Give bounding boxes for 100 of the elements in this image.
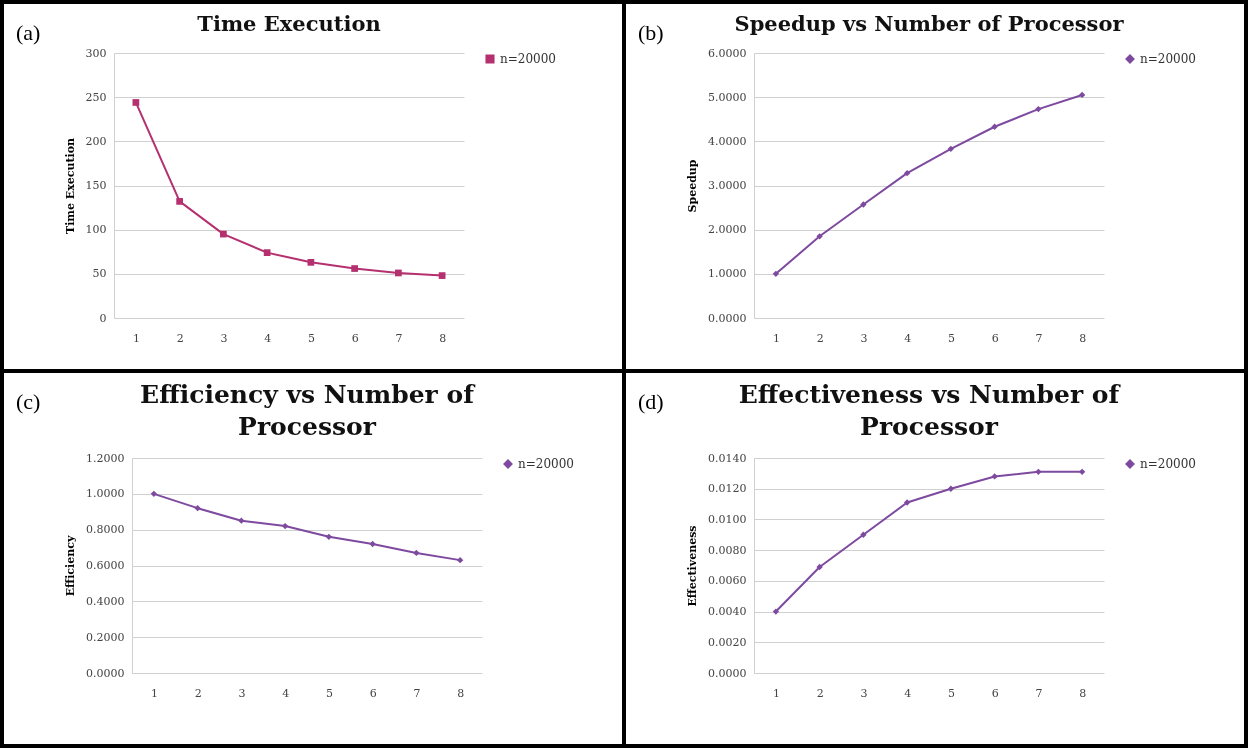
legend-label: n=20000 (500, 52, 556, 66)
y-tick-label: 0.6000 (86, 559, 125, 572)
x-tick-label: 4 (904, 331, 912, 345)
y-tick-label: 0.0100 (708, 512, 747, 526)
y-tick-label: 0.0040 (708, 605, 747, 619)
y-tick-label: 1.2000 (86, 451, 125, 465)
point (132, 99, 140, 106)
y-tick-label: 3.0000 (708, 179, 747, 192)
x-tick-label: 3 (220, 331, 228, 345)
x-tick-label: 5 (325, 686, 333, 700)
y-axis-title: Efficiency (64, 535, 78, 597)
x-tick-label: 2 (194, 686, 202, 700)
point (456, 556, 464, 564)
point (772, 608, 780, 615)
point (1035, 105, 1042, 113)
x-tick-label: 1 (772, 331, 780, 345)
x-tick-label: 5 (947, 331, 955, 345)
legend-label: n=20000 (1140, 52, 1196, 66)
y-tick-label: 0.0020 (708, 635, 747, 649)
text: (b) (638, 20, 664, 46)
point (860, 201, 867, 208)
point (413, 549, 420, 557)
x-tick-label: 5 (307, 331, 315, 345)
y-tick-label: 0.0000 (708, 311, 747, 325)
point (816, 233, 823, 240)
chart-title: Speedup vs Number of Processor (734, 11, 1125, 36)
y-tick-label: 250 (85, 90, 107, 104)
y-tick-label: 1.0000 (86, 487, 125, 501)
y-tick-label: 0.8000 (86, 523, 125, 537)
point (150, 490, 158, 497)
x-tick-label: 8 (1079, 331, 1087, 345)
y-axis-title: Effectiveness (686, 525, 700, 607)
x-tick-label: 6 (991, 331, 999, 345)
y-axis-title: Speedup (686, 159, 700, 213)
x-tick-label: 4 (282, 686, 290, 700)
point (1078, 91, 1086, 99)
y-tick-label: 200 (85, 134, 107, 148)
y-axis-title: Time Execution (63, 137, 77, 235)
x-tick-label: 5 (947, 686, 955, 700)
point (220, 230, 227, 238)
x-tick-label: 6 (991, 686, 999, 700)
x-tick-label: 3 (860, 686, 868, 700)
x-tick-label: 3 (860, 331, 868, 345)
point (1035, 468, 1042, 475)
y-tick-label: 6.0000 (708, 46, 747, 60)
point (772, 270, 780, 277)
y-tick-label: 0.2000 (86, 630, 125, 644)
x-tick-label: 1 (772, 686, 780, 700)
point (395, 269, 402, 277)
legend-label: n=20000 (1140, 457, 1196, 471)
y-tick-label: 150 (85, 179, 107, 192)
point (860, 531, 867, 538)
point (263, 249, 271, 256)
point (991, 123, 998, 130)
y-tick-label: 5.0000 (708, 90, 747, 104)
x-tick-label: 2 (816, 331, 824, 345)
point (438, 272, 446, 279)
point (281, 522, 289, 530)
y-tick-label: 300 (85, 46, 107, 60)
y-tick-label: 0.0000 (86, 666, 125, 680)
y-tick-label: 2.0000 (708, 223, 747, 237)
point (1078, 468, 1086, 475)
y-tick-label: 0.0060 (708, 574, 747, 588)
x-tick-label: 6 (351, 331, 359, 345)
legend-label: n=20000 (518, 457, 574, 471)
y-tick-label: 0 (99, 311, 107, 325)
x-tick-label: 7 (1035, 686, 1043, 700)
x-tick-label: 1 (150, 686, 158, 700)
y-tick-label: 4.0000 (708, 134, 747, 148)
x-tick-label: 7 (1035, 331, 1043, 345)
point (991, 473, 998, 480)
point (307, 259, 315, 266)
x-tick-label: 8 (439, 331, 447, 345)
point (325, 533, 333, 540)
y-tick-label: 0.0120 (708, 482, 747, 496)
x-tick-label: 8 (457, 686, 465, 700)
x-tick-label: 8 (1079, 686, 1087, 700)
x-tick-label: 4 (904, 686, 912, 700)
y-tick-label: 100 (85, 223, 107, 237)
text: (c) (16, 389, 41, 415)
point (351, 265, 358, 272)
point (903, 499, 911, 506)
point (947, 145, 955, 152)
point (176, 198, 183, 205)
point (238, 517, 245, 524)
y-tick-label: 0.0140 (708, 451, 747, 465)
point (947, 485, 955, 492)
x-tick-label: 4 (264, 331, 272, 345)
point (194, 505, 201, 512)
x-tick-label: 6 (369, 686, 377, 700)
x-tick-label: 3 (238, 686, 246, 700)
point (903, 169, 911, 177)
point (816, 563, 823, 571)
chart-title: Effectiveness vs Number of Processor (738, 380, 1122, 441)
x-tick-label: 7 (395, 331, 403, 345)
y-tick-label: 50 (92, 267, 107, 281)
text: (a) (16, 20, 41, 46)
chart-title: Efficiency vs Number of Processor (140, 380, 477, 441)
y-tick-label: 0.0000 (708, 666, 747, 680)
x-tick-label: 2 (176, 331, 184, 345)
